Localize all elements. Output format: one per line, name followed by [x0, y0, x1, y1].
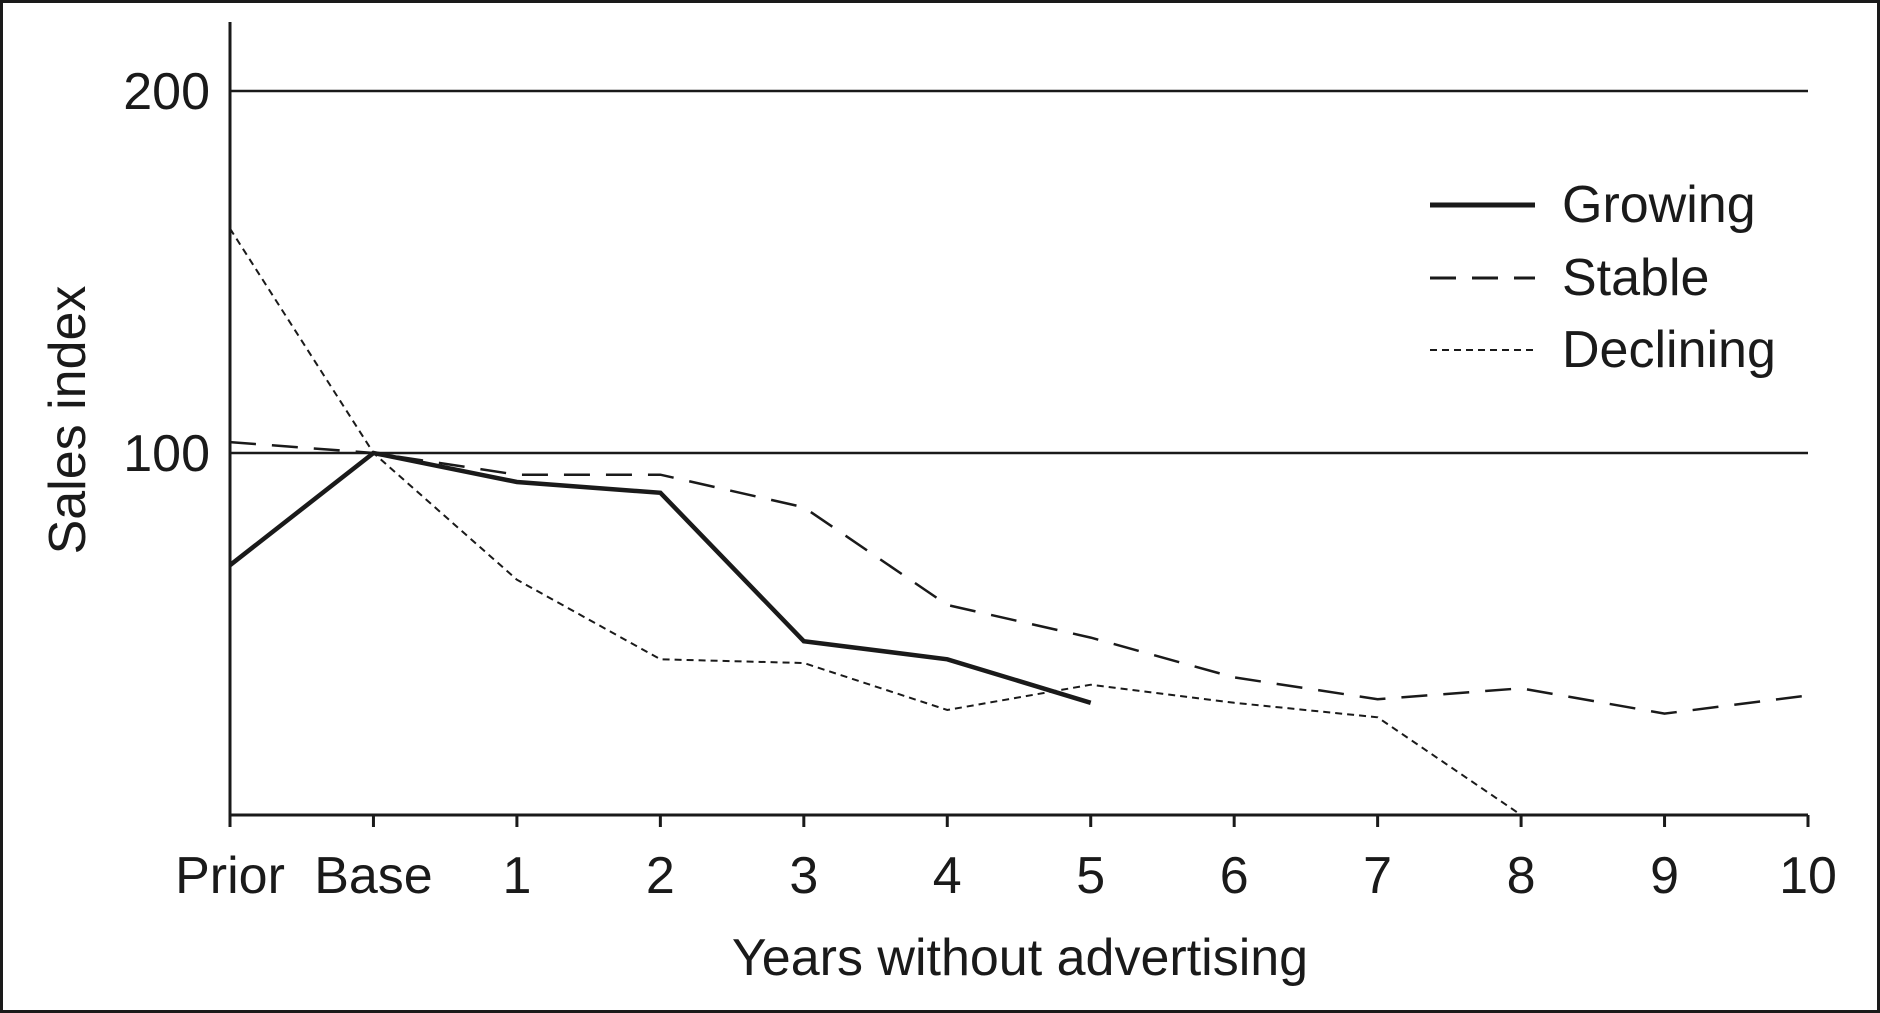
y-tick-label: 100: [123, 425, 210, 483]
series-lines: [228, 228, 1809, 816]
legend-label-stable: Stable: [1562, 249, 1709, 307]
x-tick-label: 10: [1779, 847, 1837, 905]
x-tick-label: 9: [1650, 847, 1679, 905]
x-tick-label: 6: [1220, 847, 1249, 905]
x-tick-label: 2: [646, 847, 675, 905]
x-tick-label: 3: [789, 847, 818, 905]
legend: Growing Stable Declining: [1430, 176, 1776, 379]
y-axis-title: Sales index: [39, 286, 97, 555]
series-line-declining: [229, 228, 1522, 816]
gridlines: [230, 89, 1808, 455]
x-tick-label: 8: [1507, 847, 1536, 905]
x-axis-title: Years without advertising: [732, 929, 1308, 987]
x-tick-label: 5: [1076, 847, 1105, 905]
legend-label-growing: Growing: [1562, 176, 1756, 234]
legend-label-declining: Declining: [1562, 321, 1776, 379]
x-axis-ticks: Prior Base 1 2 3 4 5 6 7 8 9 10: [175, 815, 1837, 905]
series-line-stable: [229, 440, 1809, 715]
x-tick-label: 1: [502, 847, 531, 905]
y-tick-label: 200: [123, 63, 210, 121]
x-tick-label: 7: [1363, 847, 1392, 905]
y-axis-ticks: 100 200: [123, 63, 210, 483]
x-tick-label: 4: [933, 847, 962, 905]
x-tick-label: Prior: [175, 847, 285, 905]
x-tick-label: Base: [314, 847, 433, 905]
